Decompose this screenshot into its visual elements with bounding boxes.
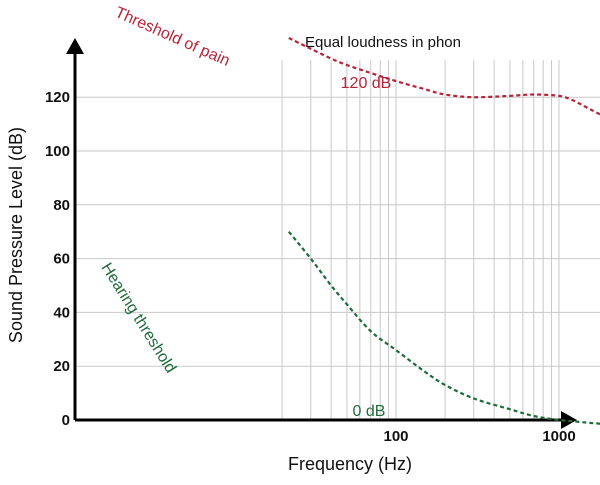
- y-tick-label: 40: [53, 304, 70, 321]
- y-tick-labels: 0 20 40 60 80 100 120: [45, 89, 70, 429]
- chart-title: Equal loudness in phon: [305, 34, 461, 51]
- x-tick-label: 100: [383, 428, 408, 445]
- x-tick-labels: 100100010 000: [383, 428, 575, 445]
- level-120-label: 120 dB: [341, 75, 392, 92]
- y-tick-label: 100: [45, 143, 70, 160]
- x-axis-label: Frequency (Hz): [288, 454, 412, 474]
- axes: [66, 38, 577, 429]
- pain-threshold-label: Threshold of pain: [112, 4, 232, 70]
- pain-threshold-curve: [288, 37, 600, 116]
- hearing-threshold-label: Hearing threshold: [98, 260, 179, 376]
- y-tick-label: 60: [53, 251, 70, 268]
- y-tick-label: 0: [62, 412, 70, 429]
- y-tick-label: 120: [45, 89, 70, 106]
- level-0-label: 0 dB: [353, 403, 386, 420]
- series: [287, 37, 600, 425]
- hearing-threshold-curve: [287, 231, 600, 425]
- y-axis-arrow: [66, 38, 84, 54]
- y-tick-label: 20: [53, 358, 70, 375]
- y-tick-label: 80: [53, 197, 70, 214]
- y-axis-label: Sound Pressure Level (dB): [6, 127, 26, 343]
- x-tick-label: 1000: [542, 428, 575, 445]
- grid: [75, 60, 600, 420]
